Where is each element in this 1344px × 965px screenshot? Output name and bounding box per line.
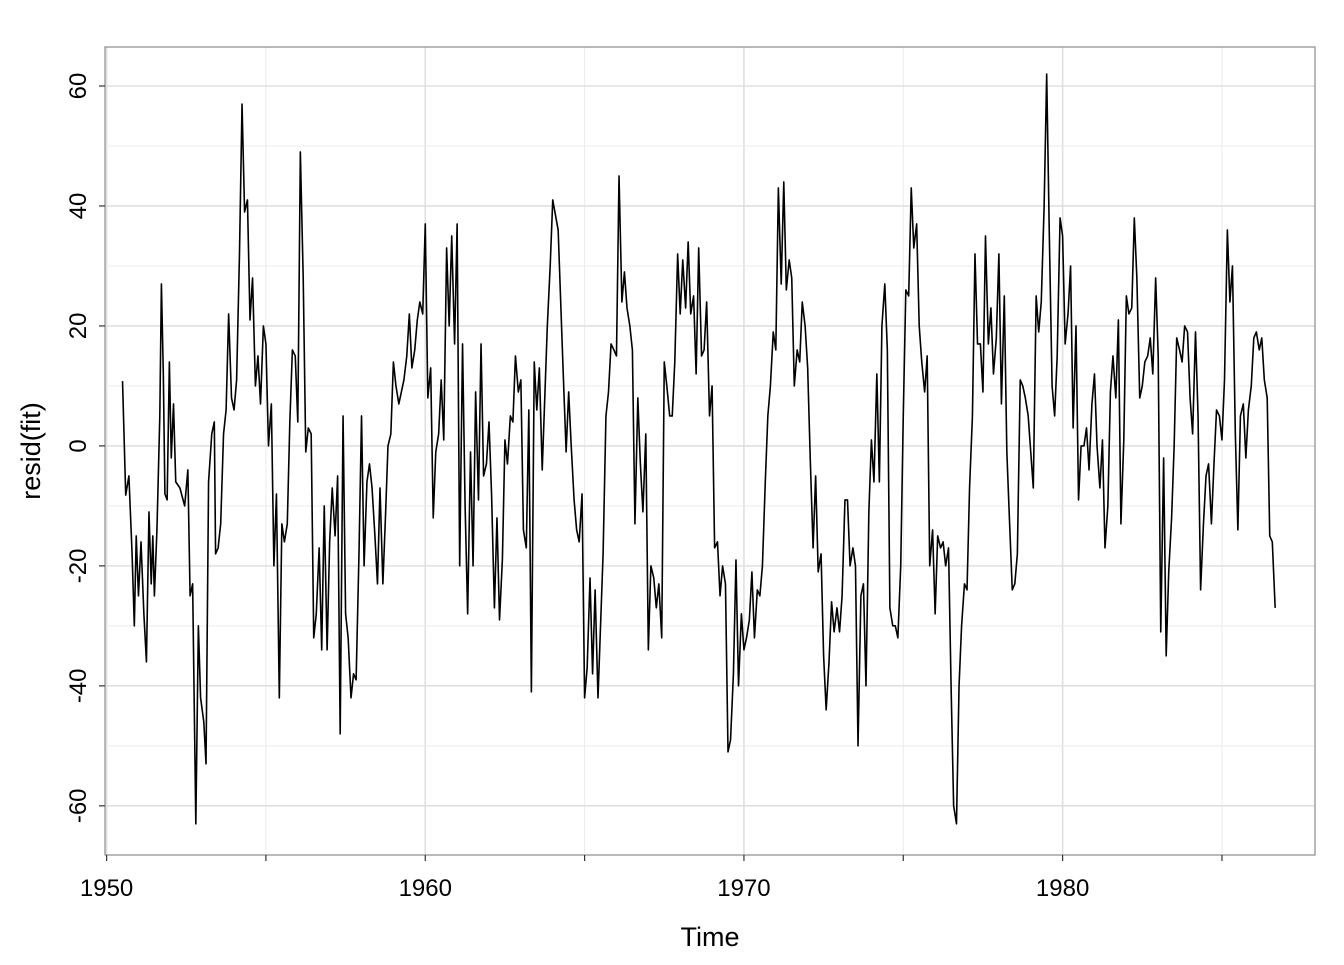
grid-lines xyxy=(105,47,1315,855)
axes: 1950 1960 1970 1980 -60 -40 -20 0 20 40 60 xyxy=(65,73,1223,902)
y-tick-label: 60 xyxy=(65,73,92,100)
y-axis-label: resid(fit) xyxy=(16,402,46,500)
y-tick-label: -20 xyxy=(65,549,92,584)
series-layer xyxy=(121,73,1276,825)
y-tick-label: -60 xyxy=(65,788,92,823)
x-tick-label: 1980 xyxy=(1036,875,1089,902)
x-tick-label: 1970 xyxy=(717,875,770,902)
plot-border xyxy=(104,46,1316,856)
x-tick-label: 1950 xyxy=(80,875,133,902)
y-tick-label: 20 xyxy=(65,313,92,340)
y-tick-label: -40 xyxy=(65,668,92,703)
y-tick-label: 0 xyxy=(65,439,92,452)
plot-panel xyxy=(105,47,1315,855)
x-axis-label: Time xyxy=(681,922,740,952)
series-line-resid xyxy=(121,73,1276,825)
y-tick-label: 40 xyxy=(65,193,92,220)
x-tick-label: 1960 xyxy=(399,875,452,902)
